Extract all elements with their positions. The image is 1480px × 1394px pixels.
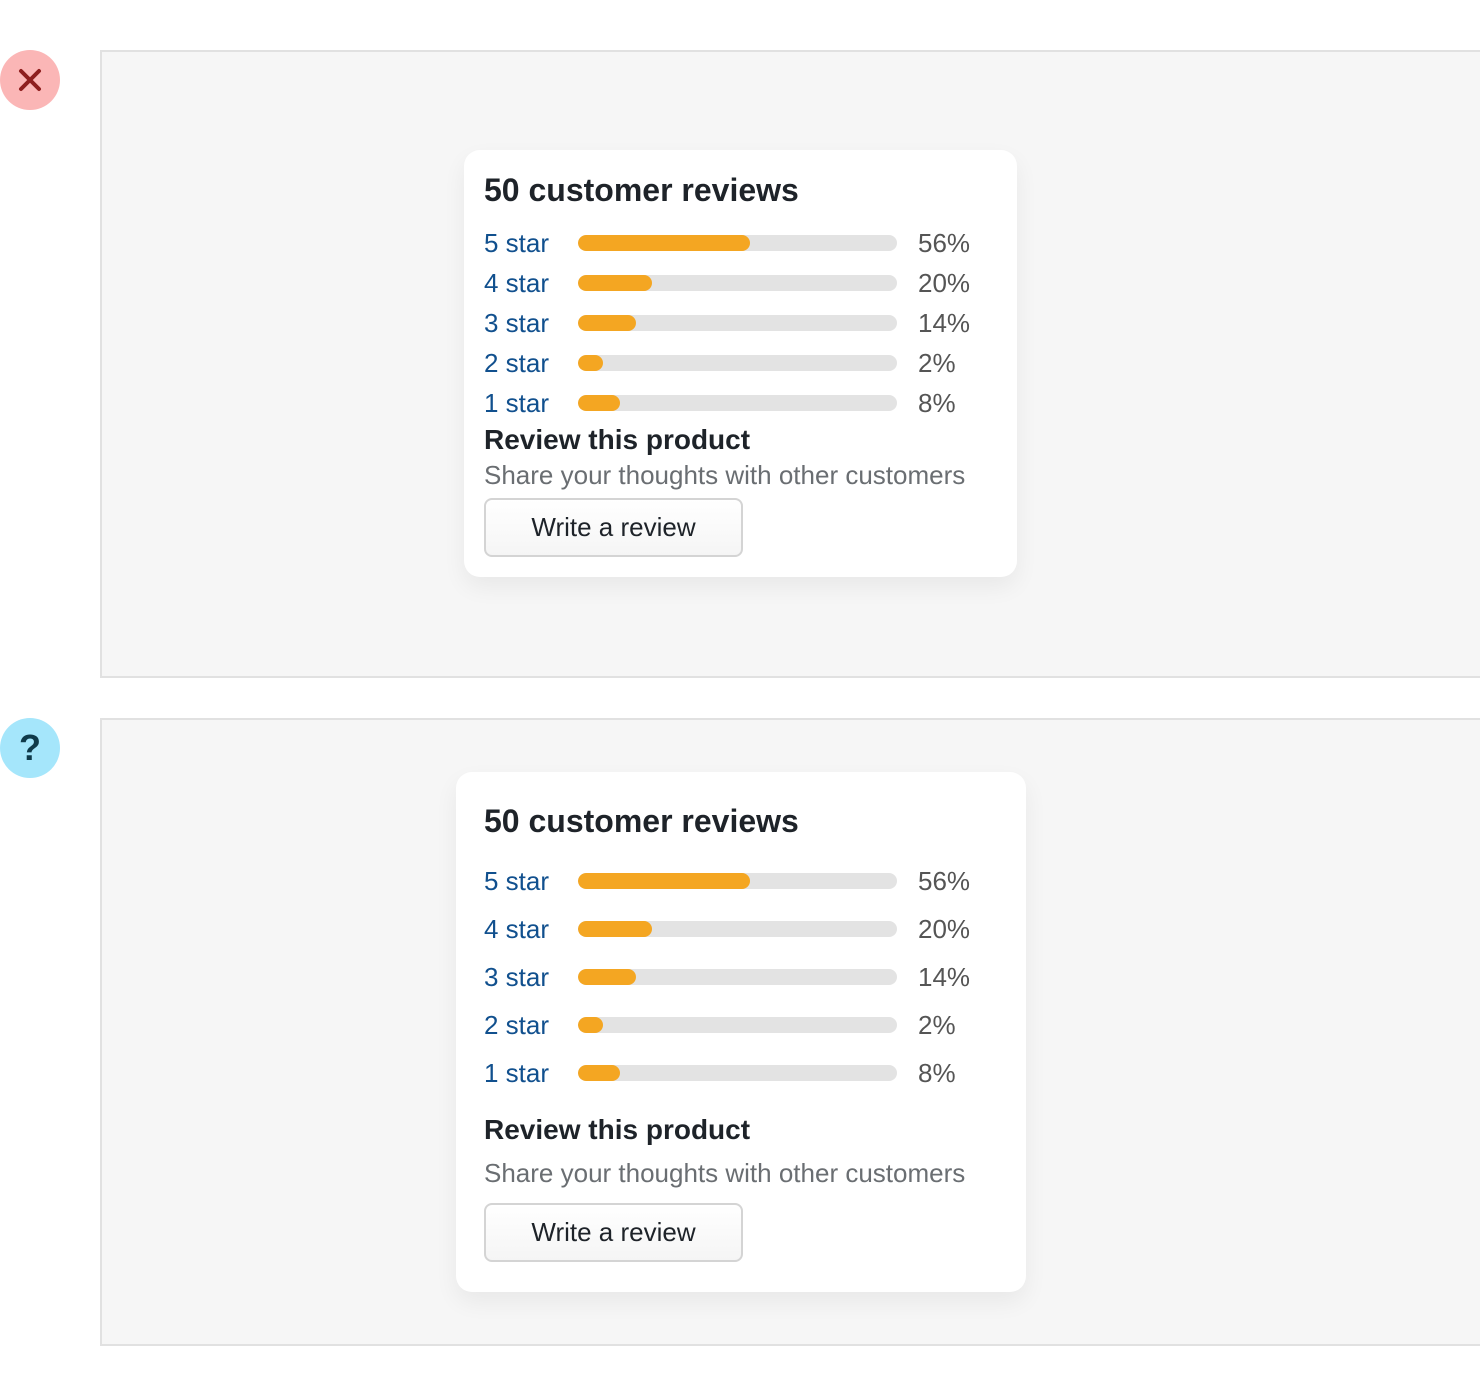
reviews-card: 50 customer reviews 5 star 56% 4 star 20% 3 … bbox=[464, 150, 1017, 577]
rating-percent: 2% bbox=[918, 1010, 956, 1040]
rating-bar-fill bbox=[578, 1017, 604, 1033]
rating-row: 4 star 20% bbox=[484, 914, 1004, 944]
rating-row: 5 star 56% bbox=[484, 866, 1004, 896]
review-heading: Review this product bbox=[484, 424, 751, 455]
rating-percent: 8% bbox=[918, 1058, 956, 1088]
rating-bar-fill bbox=[578, 355, 604, 371]
example-panel-incorrect: 50 customer reviews 5 star 56% 4 star 20% 3 … bbox=[100, 50, 1480, 678]
star-filter-link[interactable]: 4 star bbox=[484, 268, 550, 298]
rating-percent: 56% bbox=[918, 228, 971, 258]
x-icon bbox=[19, 69, 41, 91]
rating-bar-fill bbox=[578, 315, 637, 331]
star-filter-link[interactable]: 2 star bbox=[484, 1010, 550, 1040]
rating-row: 2 star 2% bbox=[484, 348, 1004, 378]
question-icon: ? bbox=[19, 727, 41, 768]
question-badge: ? bbox=[0, 718, 60, 778]
rating-row: 1 star 8% bbox=[484, 388, 1004, 418]
rating-row: 5 star 56% bbox=[484, 228, 1004, 258]
rating-row: 2 star 2% bbox=[484, 1010, 1004, 1040]
rating-bar-fill bbox=[578, 395, 620, 411]
rating-bar[interactable] bbox=[578, 275, 897, 291]
rating-percent: 14% bbox=[918, 308, 971, 338]
star-filter-link[interactable]: 4 star bbox=[484, 914, 550, 944]
card-title: 50 customer reviews bbox=[484, 172, 799, 208]
star-filter-link[interactable]: 5 star bbox=[484, 866, 550, 896]
star-filter-link[interactable]: 3 star bbox=[484, 308, 550, 338]
star-filter-link[interactable]: 2 star bbox=[484, 348, 550, 378]
rating-bar[interactable] bbox=[578, 969, 897, 985]
rating-bar[interactable] bbox=[578, 315, 897, 331]
rating-bar-fill bbox=[578, 275, 653, 291]
rating-percent: 2% bbox=[918, 348, 956, 378]
rating-percent: 20% bbox=[918, 914, 971, 944]
rating-percent: 14% bbox=[918, 962, 971, 992]
review-heading: Review this product bbox=[484, 1114, 751, 1145]
card-title: 50 customer reviews bbox=[484, 803, 799, 839]
rating-bar[interactable] bbox=[578, 1065, 897, 1081]
example-panel-question: 50 customer reviews 5 star 56% 4 star 20% 3 … bbox=[100, 718, 1480, 1346]
star-filter-link[interactable]: 3 star bbox=[484, 962, 550, 992]
review-subtitle: Share your thoughts with other customers bbox=[484, 1158, 966, 1188]
rating-bar-fill bbox=[578, 235, 751, 251]
incorrect-badge bbox=[0, 50, 60, 110]
star-filter-link[interactable]: 5 star bbox=[484, 228, 550, 258]
rating-percent: 8% bbox=[918, 388, 956, 418]
star-filter-link[interactable]: 1 star bbox=[484, 388, 550, 418]
rating-bar-fill bbox=[578, 1065, 620, 1081]
reviews-card: 50 customer reviews 5 star 56% 4 star 20% 3 … bbox=[456, 772, 1026, 1292]
star-filter-link[interactable]: 1 star bbox=[484, 1058, 550, 1088]
rating-bar-fill bbox=[578, 873, 751, 889]
rating-row: 3 star 14% bbox=[484, 962, 1004, 992]
rating-bar[interactable] bbox=[578, 873, 897, 889]
review-subtitle: Share your thoughts with other customers bbox=[484, 460, 966, 490]
rating-row: 4 star 20% bbox=[484, 268, 1004, 298]
write-review-button[interactable]: Write a review bbox=[484, 1203, 743, 1262]
rating-bar[interactable] bbox=[578, 355, 897, 371]
rating-bar-fill bbox=[578, 969, 637, 985]
write-review-button[interactable]: Write a review bbox=[484, 498, 743, 557]
rating-bar[interactable] bbox=[578, 1017, 897, 1033]
rating-bar[interactable] bbox=[578, 921, 897, 937]
rating-row: 3 star 14% bbox=[484, 308, 1004, 338]
rating-bar[interactable] bbox=[578, 235, 897, 251]
rating-percent: 56% bbox=[918, 866, 971, 896]
rating-row: 1 star 8% bbox=[484, 1058, 1004, 1088]
rating-bar[interactable] bbox=[578, 395, 897, 411]
rating-bar-fill bbox=[578, 921, 653, 937]
rating-percent: 20% bbox=[918, 268, 971, 298]
